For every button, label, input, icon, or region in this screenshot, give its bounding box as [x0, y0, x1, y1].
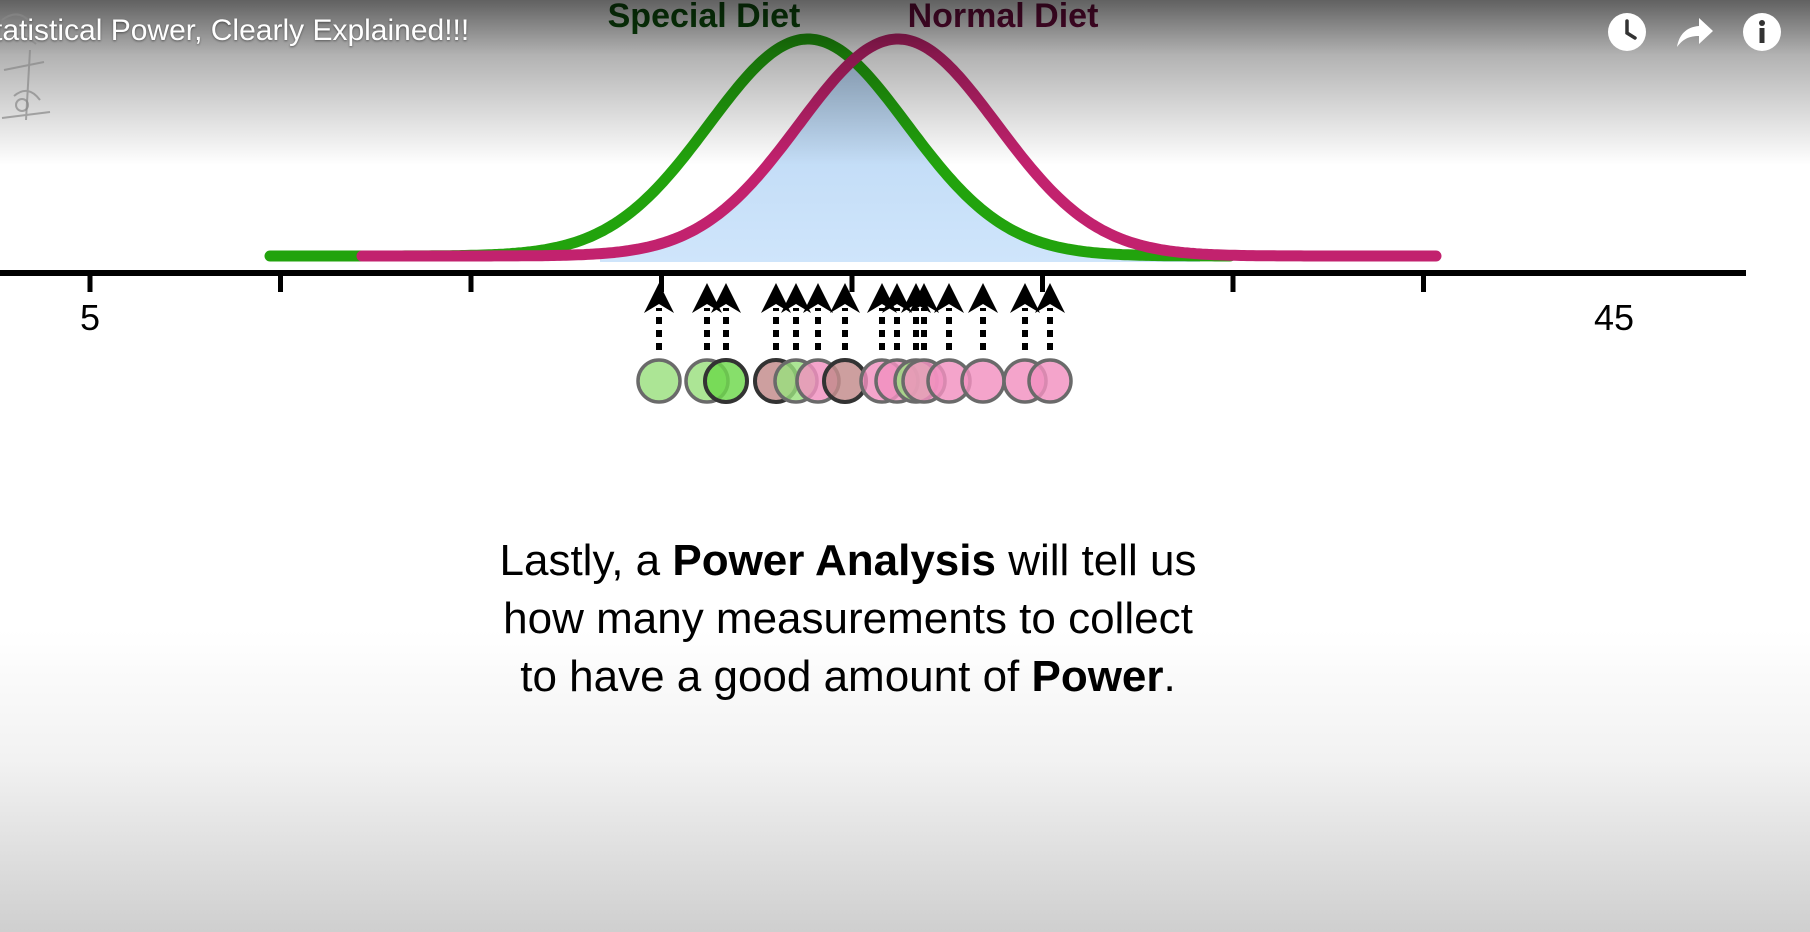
measurement-arrow-head [830, 283, 860, 313]
measurement-arrow-head [711, 283, 741, 313]
caption-line-1: Lastly, a Power Analysis will tell us [499, 536, 1197, 585]
measurement-arrow-head [934, 283, 964, 313]
channel-logo-sketch [1, 13, 51, 121]
measurement-arrow-head [901, 283, 931, 313]
axis-tick-label: 45 [1594, 297, 1634, 338]
measurement-arrow-head [692, 283, 722, 313]
measurement-dot [1027, 358, 1073, 404]
measurement-arrow-head [761, 283, 791, 313]
share-button[interactable] [1675, 12, 1715, 52]
measurement-dot [703, 358, 749, 404]
measurement-arrow-head [968, 283, 998, 313]
measurement-arrow-head [909, 283, 939, 313]
measurement-arrow-head [882, 283, 912, 313]
measurement-arrow-head [644, 283, 674, 313]
axis-tick-label: 5 [80, 297, 100, 338]
video-title[interactable]: tatistical Power, Clearly Explained!!! [0, 14, 470, 47]
measurement-arrow-head [1010, 283, 1040, 313]
info-button[interactable] [1742, 12, 1782, 52]
measurement-dot [960, 358, 1006, 404]
clock-icon [1608, 13, 1646, 51]
measurement-arrow-head [781, 283, 811, 313]
info-icon [1743, 13, 1781, 51]
caption-line-3: to have a good amount of Power. [520, 652, 1176, 701]
measurement-arrow-head [803, 283, 833, 313]
caption-line-2: how many measurements to collect [503, 594, 1193, 643]
measurement-dot [636, 358, 682, 404]
watch-later-button[interactable] [1607, 12, 1647, 52]
special-diet-label: Special Diet [608, 0, 801, 35]
measurement-arrow-head [1035, 283, 1065, 313]
normal-diet-label: Normal Diet [908, 0, 1099, 35]
caption-text: Lastly, a Power Analysis will tell us ho… [380, 532, 1316, 706]
share-arrow-icon [1677, 18, 1713, 47]
